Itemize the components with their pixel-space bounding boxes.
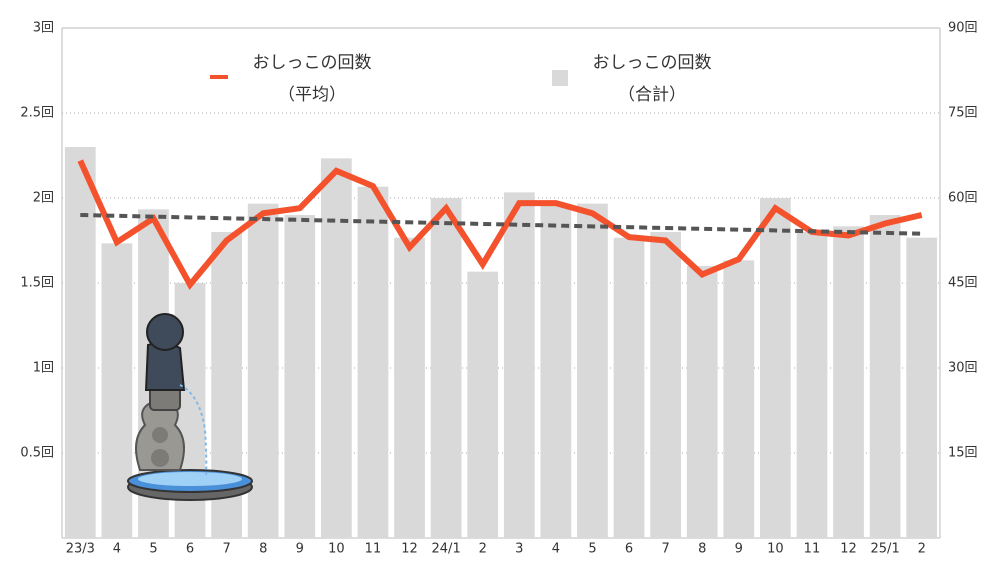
- bar: [284, 215, 316, 538]
- bar: [430, 198, 462, 538]
- x-tick-label: 10: [767, 542, 784, 557]
- bar: [321, 158, 352, 539]
- legend-sublabel: （平均）: [278, 85, 346, 105]
- statue-illustration: [127, 313, 253, 501]
- x-tick-label: 8: [698, 542, 706, 557]
- y-tick-label: 2回: [33, 191, 54, 206]
- bar: [796, 232, 828, 538]
- x-tick-label: 8: [259, 542, 267, 557]
- legend-bar-swatch: [552, 70, 568, 86]
- legend-label: おしっこの回数: [253, 53, 372, 73]
- bar: [503, 192, 535, 539]
- x-tick-label: 11: [365, 542, 382, 557]
- y2-tick-label: 90回: [948, 21, 978, 36]
- bar: [540, 203, 572, 538]
- x-tick-label: 9: [296, 542, 304, 557]
- line-layer: [77, 159, 923, 291]
- bar: [64, 147, 96, 538]
- x-tick-label: 12: [401, 542, 418, 557]
- bar: [686, 266, 718, 538]
- y2-tick-label: 15回: [948, 446, 978, 461]
- x-tick-label: 2: [479, 542, 487, 557]
- y2-tick-label: 30回: [948, 361, 978, 376]
- x-tick-label: 7: [661, 542, 669, 557]
- x-tick-label: 2: [918, 542, 926, 557]
- x-tick-label: 10: [328, 542, 345, 557]
- x-tick-label: 9: [735, 542, 743, 557]
- legend-line-swatch: [210, 75, 228, 79]
- bar: [394, 237, 425, 538]
- y-tick-label: 3回: [33, 21, 54, 36]
- bar: [760, 198, 791, 538]
- y-tick-label: 1回: [33, 361, 54, 376]
- y2-tick-label: 75回: [948, 106, 978, 121]
- x-tick-label: 24/1: [432, 542, 461, 557]
- y-tick-label: 1.5回: [20, 276, 54, 291]
- bar: [101, 243, 133, 539]
- trend-line: [80, 213, 922, 236]
- x-tick-label: 3: [515, 542, 523, 557]
- bar: [723, 260, 755, 538]
- bar: [613, 237, 645, 538]
- bar: [577, 203, 608, 538]
- y2-tick-label: 60回: [948, 191, 978, 206]
- y-tick-label: 0.5回: [20, 446, 54, 461]
- x-tick-label: 6: [625, 542, 633, 557]
- legend-label: おしっこの回数: [593, 53, 712, 73]
- bar: [467, 271, 499, 538]
- x-tick-label: 5: [149, 542, 157, 557]
- bar: [357, 186, 389, 538]
- y2-tick-label: 45回: [948, 276, 978, 291]
- bar: [650, 232, 681, 538]
- x-tick-label: 4: [552, 542, 560, 557]
- bar: [247, 203, 279, 538]
- x-tick-label: 4: [113, 542, 121, 557]
- legend-sublabel: （合計）: [618, 85, 686, 105]
- x-tick-label: 6: [186, 542, 194, 557]
- line-series: [77, 159, 923, 291]
- bar: [906, 237, 938, 538]
- x-tick-label: 25/1: [871, 542, 900, 557]
- y-tick-label: 2.5回: [20, 106, 54, 121]
- x-tick-label: 7: [222, 542, 230, 557]
- x-tick-label: 12: [840, 542, 857, 557]
- x-tick-label: 11: [804, 542, 821, 557]
- x-tick-label: 23/3: [66, 542, 95, 557]
- x-tick-label: 5: [588, 542, 596, 557]
- bar: [833, 226, 864, 539]
- bar: [869, 215, 901, 538]
